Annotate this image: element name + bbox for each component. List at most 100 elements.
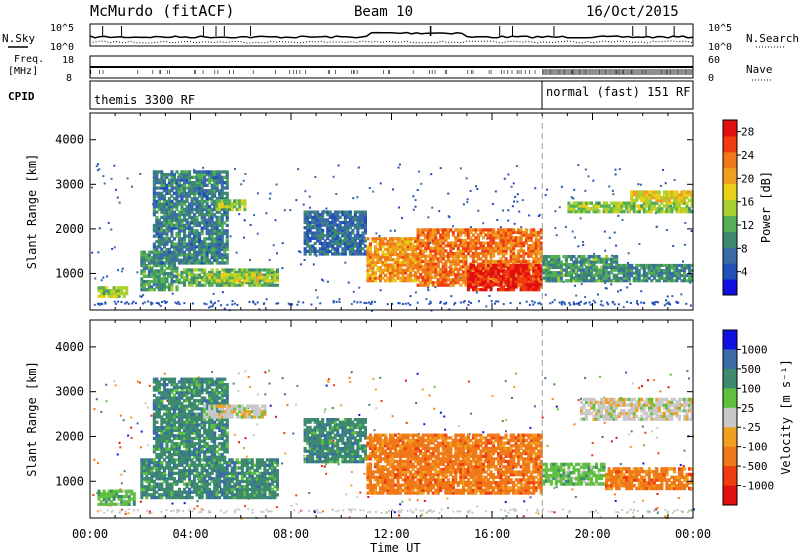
echo-cell [534,249,538,253]
echo-cell [401,263,405,267]
echo-cell [532,288,536,292]
echo-cell [160,221,164,225]
echo-cell [474,230,478,235]
echo-cell [637,276,641,280]
echo-cell [228,270,232,274]
echo-cell [200,215,204,220]
echo-cell [507,277,511,281]
echo-cell [198,242,202,246]
echo-cell [220,186,224,190]
echo-cell [333,247,337,251]
echo-cell [195,215,199,220]
echo-cell [238,272,242,277]
echo-cell [321,220,325,225]
echo-cell [180,237,184,241]
echo-cell [333,228,337,232]
echo-speck [242,179,245,182]
echo-cell [384,266,388,270]
echo-cell [195,189,199,193]
echo-cell [361,220,365,225]
echo-speck [140,295,143,298]
echo-cell [253,268,257,272]
echo-cell [147,261,151,265]
echo-cell [140,250,144,254]
echo-cell [157,194,161,198]
echo-cell [200,245,204,249]
echo-cell [481,259,485,264]
echo-cell [170,175,174,179]
echo-cell [157,191,161,195]
echo-speck [242,236,245,239]
echo-cell [193,231,197,236]
echo-cell [504,241,508,245]
echo-cell [331,247,335,251]
echo-cell [100,289,104,293]
echo-speck [421,513,424,516]
echo-cell [200,175,204,179]
echo-speck [507,209,510,212]
echo-cell [587,263,591,267]
echo-cell [481,280,485,284]
echo-cell [637,274,641,278]
echo-cell [394,252,398,257]
echo-cell [650,207,654,211]
echo-speck [269,192,272,195]
echo-cell [203,207,207,212]
echo-cell [509,233,513,237]
echo-cell [426,244,430,248]
echo-cell [622,209,626,214]
ground-scatter [439,300,442,303]
echo-cell [524,252,528,256]
echo-cell [313,215,317,219]
echo-cell [451,270,455,274]
echo-speck [240,517,243,520]
echo-cell [220,199,224,203]
echo-cell [469,230,473,235]
echo-speck [90,186,93,189]
echo-cell [466,246,470,250]
echo-cell [522,233,526,237]
echo-cell [348,220,352,225]
echo-speck [577,163,580,166]
echo-cell [529,244,533,248]
echo-cell [461,257,465,261]
echo-cell [534,277,538,281]
echo-cell [514,241,518,245]
echo-cell [424,273,428,277]
echo-cell [147,285,151,289]
echo-speck [323,410,326,413]
echo-speck [423,499,426,502]
echo-cell [235,199,239,203]
echo-cell [512,236,516,240]
echo-speck [247,376,250,379]
echo-cell [532,230,536,235]
echo-cell [426,275,430,279]
echo-cell [195,221,199,225]
echo-cell [223,231,227,236]
echo-cell [162,194,166,198]
echo-cell [389,255,393,259]
echo-cell [167,197,171,201]
echo-speck [617,290,620,293]
echo-cell [665,204,669,208]
echo-cell [595,209,599,214]
echo-cell [175,207,179,212]
echo-cell [600,204,604,208]
echo-cell [431,259,435,264]
echo-cell [685,274,689,278]
echo-speck [349,380,352,383]
echo-cell [431,267,435,271]
echo-cell [190,258,194,262]
noise-tick-bottom-right: 10^0 [708,42,732,53]
echo-cell [579,265,583,269]
echo-cell [512,269,516,273]
echo-cell [517,230,521,235]
echo-cell [612,201,616,205]
echo-cell [567,204,571,208]
echo-cell [416,230,420,235]
echo-cell [210,189,214,193]
echo-cell [205,189,209,193]
echo-cell [579,268,583,272]
echo-cell [585,279,589,283]
echo-cell [208,275,212,280]
